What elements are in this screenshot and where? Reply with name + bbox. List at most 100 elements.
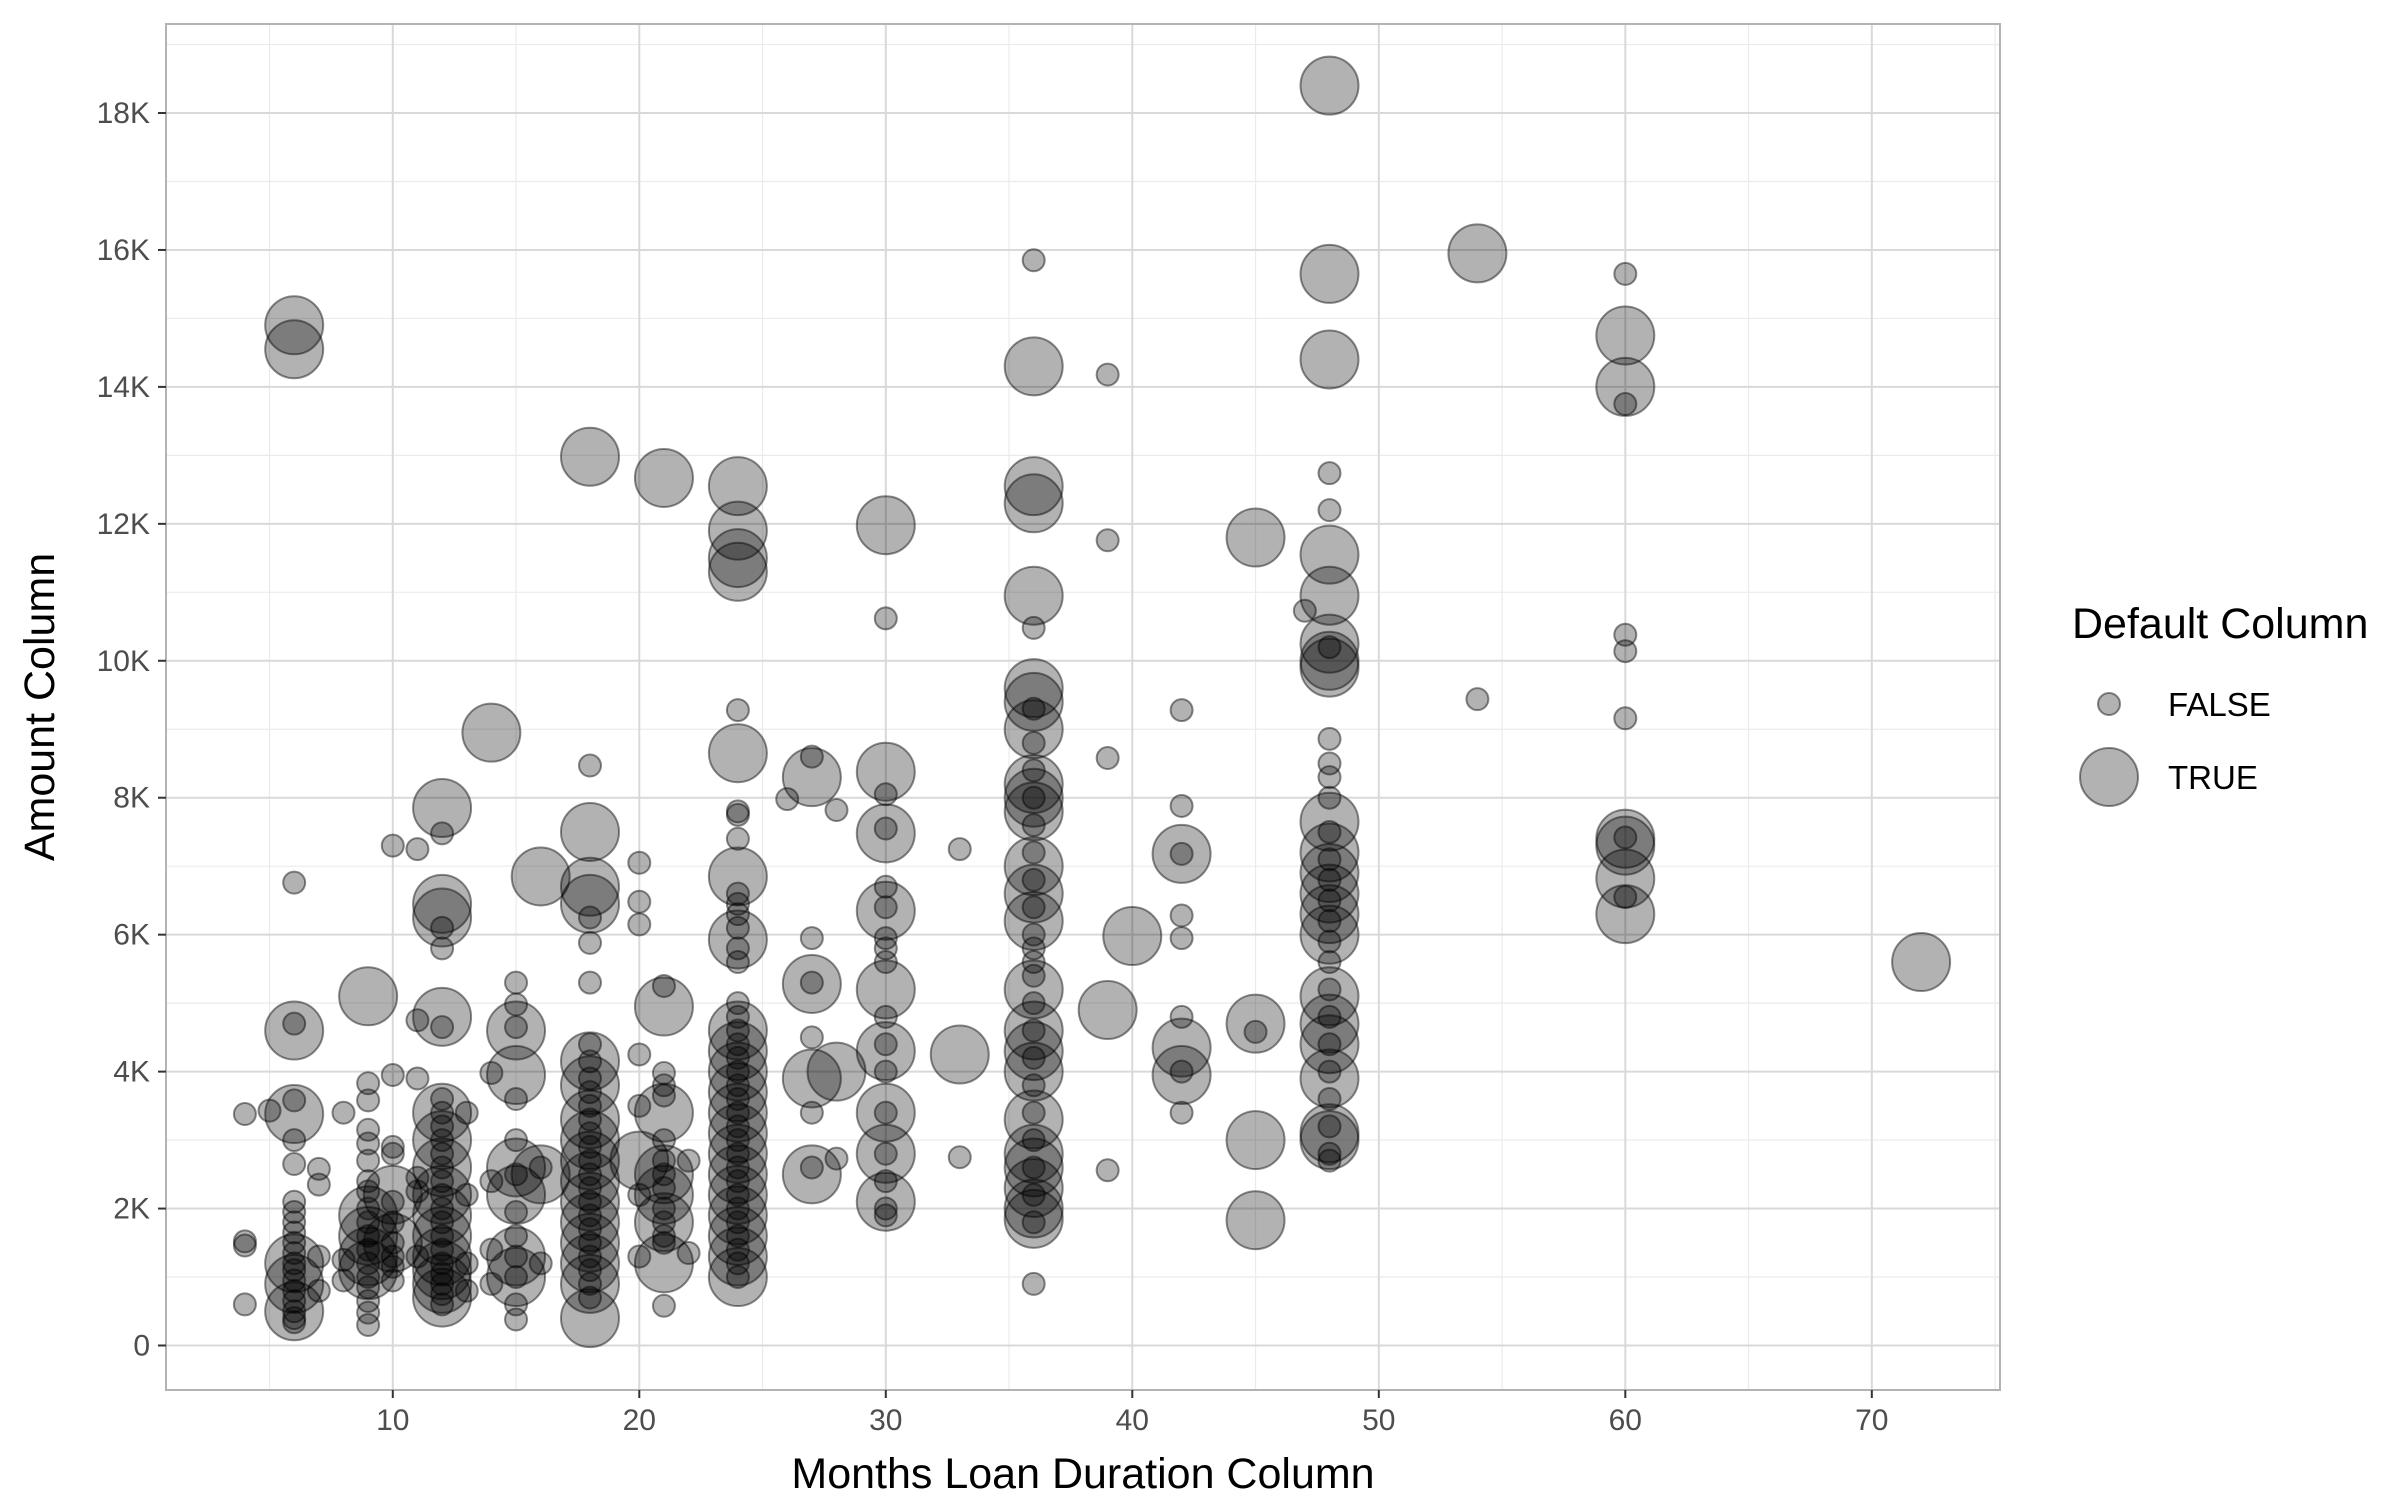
data-point-true [338, 966, 399, 1027]
y-tick-label: 8K [113, 782, 150, 815]
data-point-false [725, 1141, 750, 1166]
x-axis: 10 20 30 40 50 60 70 [376, 1390, 1889, 1437]
data-point-false [725, 1073, 750, 1098]
data-point-false [528, 1251, 553, 1276]
data-point-false [651, 1083, 676, 1108]
data-point-false [1317, 908, 1342, 933]
data-point-false [577, 1162, 602, 1187]
data-point-false [1317, 461, 1342, 486]
data-point-true [1447, 223, 1508, 284]
data-point-false [380, 1141, 405, 1166]
data-point-false [651, 1230, 676, 1255]
data-point-false [1021, 936, 1046, 961]
data-point-true [412, 1185, 473, 1246]
data-point-false [430, 1182, 455, 1207]
data-point-false [1317, 765, 1342, 790]
data-point-false [1095, 528, 1120, 553]
data-point-true [707, 723, 768, 784]
data-point-false [430, 1261, 455, 1286]
data-point-false [356, 1223, 381, 1248]
data-point-false [356, 1251, 381, 1276]
data-point-false [1613, 825, 1638, 850]
data-point-false [577, 1230, 602, 1255]
data-point-false [1021, 1018, 1046, 1043]
data-point-false [725, 1128, 750, 1153]
data-point-true [338, 1226, 399, 1287]
data-point-true [1003, 836, 1064, 897]
data-point-true [412, 1240, 473, 1301]
data-point-true [1003, 1000, 1064, 1061]
data-point-false [405, 1008, 430, 1033]
data-point-true [559, 1253, 620, 1314]
data-point-true [633, 1082, 694, 1143]
legend: Default Column FALSE TRUE [2072, 600, 2368, 807]
data-point-false [282, 1258, 307, 1283]
data-point-false [430, 936, 455, 961]
data-point-false [282, 1278, 307, 1303]
data-point-true [855, 495, 916, 556]
data-point-false [380, 1244, 405, 1269]
data-point-false [725, 1169, 750, 1194]
data-point-false [1021, 840, 1046, 865]
data-point-false [1613, 706, 1638, 731]
data-point-false [1169, 1059, 1194, 1084]
data-point-false [1021, 895, 1046, 920]
data-point-true [412, 1082, 473, 1143]
data-point-false [651, 1128, 676, 1153]
data-point-true [264, 1253, 325, 1314]
data-point-false [430, 1251, 455, 1276]
data-point-true [707, 1041, 768, 1102]
data-point-true [1595, 848, 1656, 909]
data-point-true [1299, 993, 1360, 1054]
data-point-true [1299, 613, 1360, 674]
data-point-false [725, 1223, 750, 1248]
data-point-true [1003, 1021, 1064, 1082]
data-point-false [577, 1080, 602, 1105]
data-point-false [504, 1244, 529, 1269]
data-point-false [430, 1128, 455, 1153]
data-point-false [1021, 963, 1046, 988]
data-point-false [1613, 392, 1638, 417]
data-point-true [1595, 815, 1656, 876]
data-point-false [1021, 1045, 1046, 1070]
data-point-false [454, 1182, 479, 1207]
minor-gridlines [166, 24, 2000, 1390]
data-point-true [1299, 55, 1360, 116]
data-point-false [356, 1148, 381, 1173]
data-point-false [454, 1278, 479, 1303]
data-point-true [412, 1164, 473, 1225]
y-tick-label: 0 [133, 1329, 150, 1362]
data-point-false [282, 1230, 307, 1255]
data-point-false [282, 1189, 307, 1214]
data-point-false [1169, 698, 1194, 723]
data-point-false [1021, 696, 1046, 721]
data-point-false [331, 1268, 356, 1293]
data-point-true [1003, 565, 1064, 626]
data-point-false [873, 926, 898, 951]
data-point-false [232, 1229, 257, 1254]
data-point-false [873, 874, 898, 899]
data-point-false [1292, 598, 1317, 623]
data-point-true [412, 777, 473, 838]
data-point-true [1151, 1045, 1212, 1106]
data-point-false [356, 1265, 381, 1290]
data-point-false [873, 895, 898, 920]
data-point-true [1225, 507, 1286, 568]
data-point-false [479, 1237, 504, 1262]
data-point-false [1021, 248, 1046, 273]
data-point-false [282, 870, 307, 895]
data-point-true [707, 1226, 768, 1287]
data-point-false [405, 1244, 430, 1269]
data-point-false [725, 1114, 750, 1139]
data-point-true [855, 880, 916, 941]
data-point-false [528, 1155, 553, 1180]
data-point-true [707, 1205, 768, 1266]
data-point-false [725, 802, 750, 827]
data-point-false [1317, 1148, 1342, 1173]
data-point-false [1021, 813, 1046, 838]
data-point-false [430, 1237, 455, 1262]
data-point-false [873, 816, 898, 841]
data-point-false [651, 1148, 676, 1173]
data-point-false [430, 1100, 455, 1125]
data-point-false [356, 1179, 381, 1204]
